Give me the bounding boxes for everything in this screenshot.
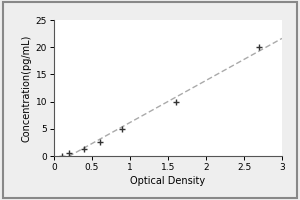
Y-axis label: Concentration(pg/mL): Concentration(pg/mL) [21,34,32,142]
X-axis label: Optical Density: Optical Density [130,176,206,186]
